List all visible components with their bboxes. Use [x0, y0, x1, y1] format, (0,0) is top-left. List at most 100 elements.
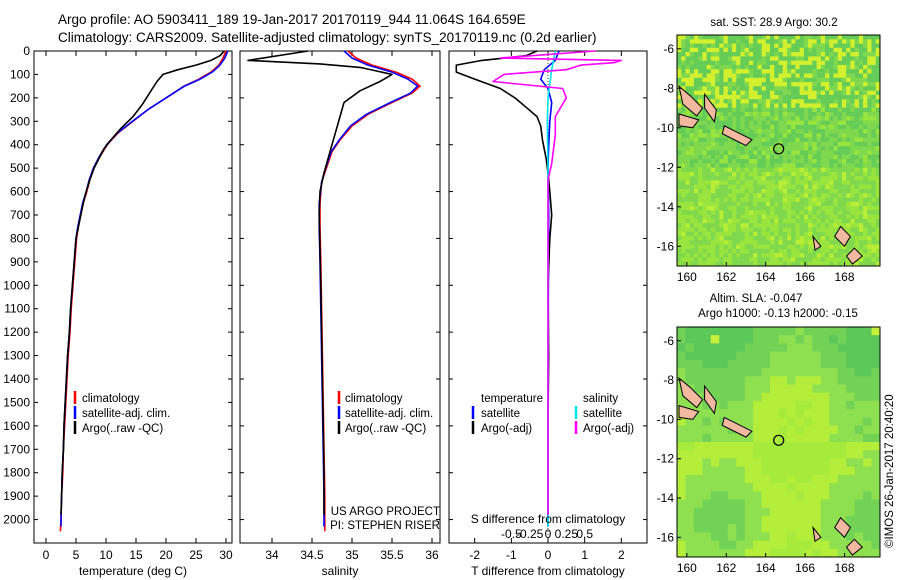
map-cell [875, 227, 881, 233]
map-cell [698, 69, 703, 74]
map-cell [715, 248, 720, 254]
map-cell [761, 240, 767, 245]
map-cell [799, 77, 805, 83]
map-cell [719, 227, 724, 233]
map-cell [825, 120, 830, 126]
map-cell [833, 103, 839, 109]
map-cell [770, 400, 779, 410]
map-cell [846, 515, 856, 525]
map-cell [829, 376, 839, 385]
map-cell [693, 90, 699, 96]
map-cell [770, 133, 775, 139]
map-cell [744, 223, 750, 228]
map-cell [820, 474, 830, 484]
map-cell [854, 442, 864, 451]
map-cell [689, 253, 695, 258]
map-cell [719, 193, 724, 198]
map-cell [782, 171, 788, 177]
map-cell [854, 458, 864, 467]
map-cell [829, 163, 834, 168]
map-cell [685, 180, 691, 186]
map-cell [833, 69, 839, 74]
map-cell [744, 214, 750, 220]
map-cell [677, 146, 682, 151]
map-cell [791, 214, 796, 220]
map-cell [841, 112, 847, 117]
y-tick-label: 800 [10, 231, 30, 245]
map-cell [846, 261, 851, 267]
map-cell [719, 180, 724, 186]
map-cell [833, 107, 839, 113]
map-cell [867, 90, 872, 96]
map-cell [677, 69, 682, 74]
map-cell [867, 154, 872, 160]
map-cell [841, 184, 847, 190]
map-cell [719, 77, 724, 83]
map-cell [740, 150, 745, 156]
map-cell [753, 184, 758, 190]
map-cell [710, 240, 716, 245]
map-cell [732, 253, 737, 258]
map-cell [837, 442, 847, 451]
map-cell [829, 159, 834, 164]
map-cell [787, 417, 796, 426]
map-cell [778, 261, 784, 267]
map-cell [854, 244, 860, 250]
map-cell [803, 240, 809, 245]
map-cell [799, 163, 805, 168]
map-cell [689, 150, 695, 156]
map-cell [854, 351, 864, 361]
map-cell [825, 201, 830, 207]
map-cell [871, 227, 877, 233]
map-cell [854, 417, 864, 426]
map-cell [808, 159, 813, 164]
map-cell [736, 359, 746, 369]
map-cell [812, 384, 822, 394]
map-cell [837, 163, 843, 168]
map-cell [863, 112, 868, 117]
map-cell [863, 218, 868, 224]
map-cell [858, 124, 864, 130]
map-cell [761, 167, 767, 173]
map-cell [875, 107, 881, 113]
map-cell [875, 163, 881, 168]
map-cell [833, 94, 839, 100]
map-cell [753, 359, 762, 369]
map-cell [787, 189, 792, 194]
map-cell [875, 180, 881, 186]
map-cell [863, 210, 868, 216]
map-cell [685, 425, 695, 435]
map-cell [770, 189, 775, 194]
map-cell [787, 116, 792, 121]
map-cell [719, 47, 724, 53]
map-cell [744, 218, 750, 224]
map-cell [693, 257, 699, 263]
map-cell [829, 218, 834, 224]
map-cell [799, 124, 805, 130]
map-cell [829, 244, 834, 250]
map-cell [782, 124, 788, 130]
map-cell [787, 474, 796, 484]
map-cell [829, 450, 839, 459]
map-cell [748, 159, 754, 164]
y-tick-label: 500 [10, 161, 30, 175]
map-cell [787, 56, 792, 62]
salinity-xlabel: salinity [322, 564, 359, 578]
map-cell [803, 103, 809, 109]
map-cell [846, 47, 851, 53]
map-cell [689, 60, 695, 66]
map-cell [858, 120, 864, 126]
map-cell [702, 261, 707, 267]
map-cell [727, 450, 737, 459]
map-cell [702, 214, 707, 220]
map-cell [803, 64, 809, 70]
map-cell [854, 43, 860, 49]
map-cell [681, 171, 686, 177]
map-cell [710, 146, 716, 151]
map-cell [795, 227, 800, 233]
map-cell [812, 425, 822, 435]
map-cell [829, 146, 834, 151]
map-cell [858, 244, 864, 250]
map-cell [812, 548, 822, 558]
map-cell [757, 60, 762, 66]
